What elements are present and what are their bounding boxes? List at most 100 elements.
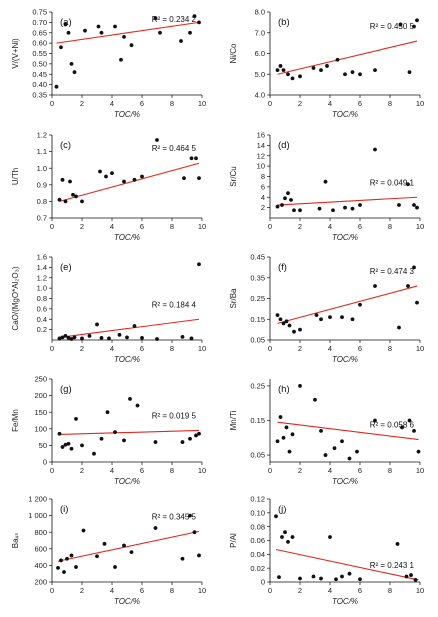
y-tick-label: 800: [34, 528, 47, 537]
data-point: [113, 565, 117, 569]
data-point: [102, 541, 107, 546]
data-point: [180, 440, 185, 444]
r2-annotation: R² = 0.345 5: [152, 512, 197, 521]
x-tick-label: 0: [50, 586, 54, 595]
y-axis-label: Fe/Mn: [11, 409, 20, 432]
data-point: [407, 418, 412, 423]
data-point: [404, 574, 409, 579]
data-point: [278, 64, 283, 68]
panel-label: (a): [60, 17, 72, 28]
x-axis-label: TOC/%: [332, 477, 358, 486]
x-tick-label: 4: [110, 222, 114, 231]
data-point: [407, 70, 412, 75]
x-tick-label: 8: [170, 344, 174, 353]
x-tick-label: 4: [328, 99, 332, 108]
x-tick-label: 6: [358, 466, 362, 475]
y-tick-label: 5.0: [255, 70, 265, 79]
data-point: [99, 30, 104, 35]
x-tick-label: 6: [140, 586, 144, 595]
data-point: [74, 416, 78, 421]
chart-panel-1: 0 2 4 6 8 10 0.35 0.400.45 0.500.550.60 0.650.700…: [11, 8, 206, 119]
data-point: [188, 30, 192, 35]
r2-annotation: R² = 0.019 5: [152, 411, 197, 420]
y-tick-label: 0.06: [250, 536, 265, 545]
data-point: [197, 262, 201, 267]
data-point: [63, 333, 68, 338]
data-point: [406, 284, 410, 288]
data-point: [358, 72, 362, 77]
x-tick-label: 0: [268, 222, 272, 231]
data-point: [275, 439, 280, 444]
data-point: [340, 574, 344, 579]
x-tick-label: 6: [140, 99, 144, 108]
y-tick-label: 2: [261, 203, 265, 212]
y-tick-label: 0.7: [37, 214, 47, 223]
data-point: [334, 577, 338, 582]
data-point: [400, 425, 404, 430]
data-point: [80, 443, 84, 448]
x-tick-label: 10: [198, 344, 206, 353]
data-point: [128, 397, 132, 401]
y-tick-label: 0.12: [250, 495, 265, 504]
data-point: [317, 206, 322, 211]
data-point: [314, 313, 319, 317]
x-tick-label: 0: [50, 222, 54, 231]
data-point: [153, 526, 158, 530]
data-point: [286, 72, 290, 77]
y-axis-label: V/(V+Ni): [11, 38, 20, 69]
data-point: [60, 177, 65, 182]
y-tick-label: 0.10: [250, 508, 265, 517]
x-tick-label: 8: [388, 344, 392, 353]
chart-panel-2: 0 2 4 6 8 10 4.0 5.0 6.0 7.0 8.0 TOC/% Ni/Co (b) R² = …: [229, 8, 424, 119]
y-tick-label: 4: [261, 193, 265, 202]
data-point: [104, 174, 108, 179]
x-tick-label: 0: [268, 586, 272, 595]
y-tick-label: 1.6: [37, 253, 47, 262]
y-tick-label: 7.0: [255, 28, 265, 37]
data-point: [298, 384, 302, 388]
data-point: [283, 196, 287, 201]
y-tick-label: 100: [34, 424, 47, 433]
data-point: [280, 203, 284, 207]
data-point: [72, 70, 77, 75]
data-point: [69, 61, 74, 66]
x-tick-label: 10: [198, 466, 206, 475]
data-point: [66, 30, 71, 35]
data-point: [57, 197, 62, 202]
x-tick-label: 10: [416, 466, 424, 475]
y-tick-label: 0.75: [32, 8, 47, 17]
data-point: [340, 439, 344, 444]
data-point: [412, 428, 416, 433]
trend-line: [56, 21, 200, 44]
x-tick-label: 10: [198, 222, 206, 231]
data-point: [397, 203, 401, 207]
trend-line: [59, 429, 200, 435]
data-point: [397, 325, 401, 330]
y-tick-label: 1.4: [37, 263, 47, 272]
data-point: [298, 327, 302, 332]
data-point: [328, 535, 332, 539]
data-point: [59, 558, 63, 563]
data-point: [311, 66, 316, 70]
chart-panel-9: 0 2 4 6 8 10 200 400 600 800 1 000 1 200 TOC/% Baₓₛ (i…: [11, 495, 206, 606]
data-point: [292, 208, 296, 213]
x-tick-label: 4: [328, 466, 332, 475]
data-point: [56, 565, 60, 570]
x-tick-label: 4: [328, 222, 332, 231]
data-point: [280, 535, 284, 539]
data-point: [350, 70, 355, 75]
data-point: [323, 179, 328, 184]
data-point: [358, 577, 362, 582]
y-tick-label: 1.1: [37, 147, 47, 156]
y-tick-label: 0.50: [32, 59, 47, 68]
y-axis-label: Ni/Co: [229, 43, 238, 64]
x-axis-label: TOC/%: [114, 233, 140, 242]
x-tick-label: 2: [298, 222, 302, 231]
data-point: [289, 197, 293, 202]
panel-label: (i): [60, 504, 68, 515]
x-tick-label: 4: [110, 466, 114, 475]
data-point: [373, 284, 377, 288]
data-point: [287, 449, 292, 454]
chart-panel-10: 0 2 4 6 8 10 0 0.02 0.04 0.06 0.08 0.10 0.12 TOC/% P/A…: [229, 495, 424, 606]
y-axis-label: Sr/Cu: [229, 166, 238, 186]
